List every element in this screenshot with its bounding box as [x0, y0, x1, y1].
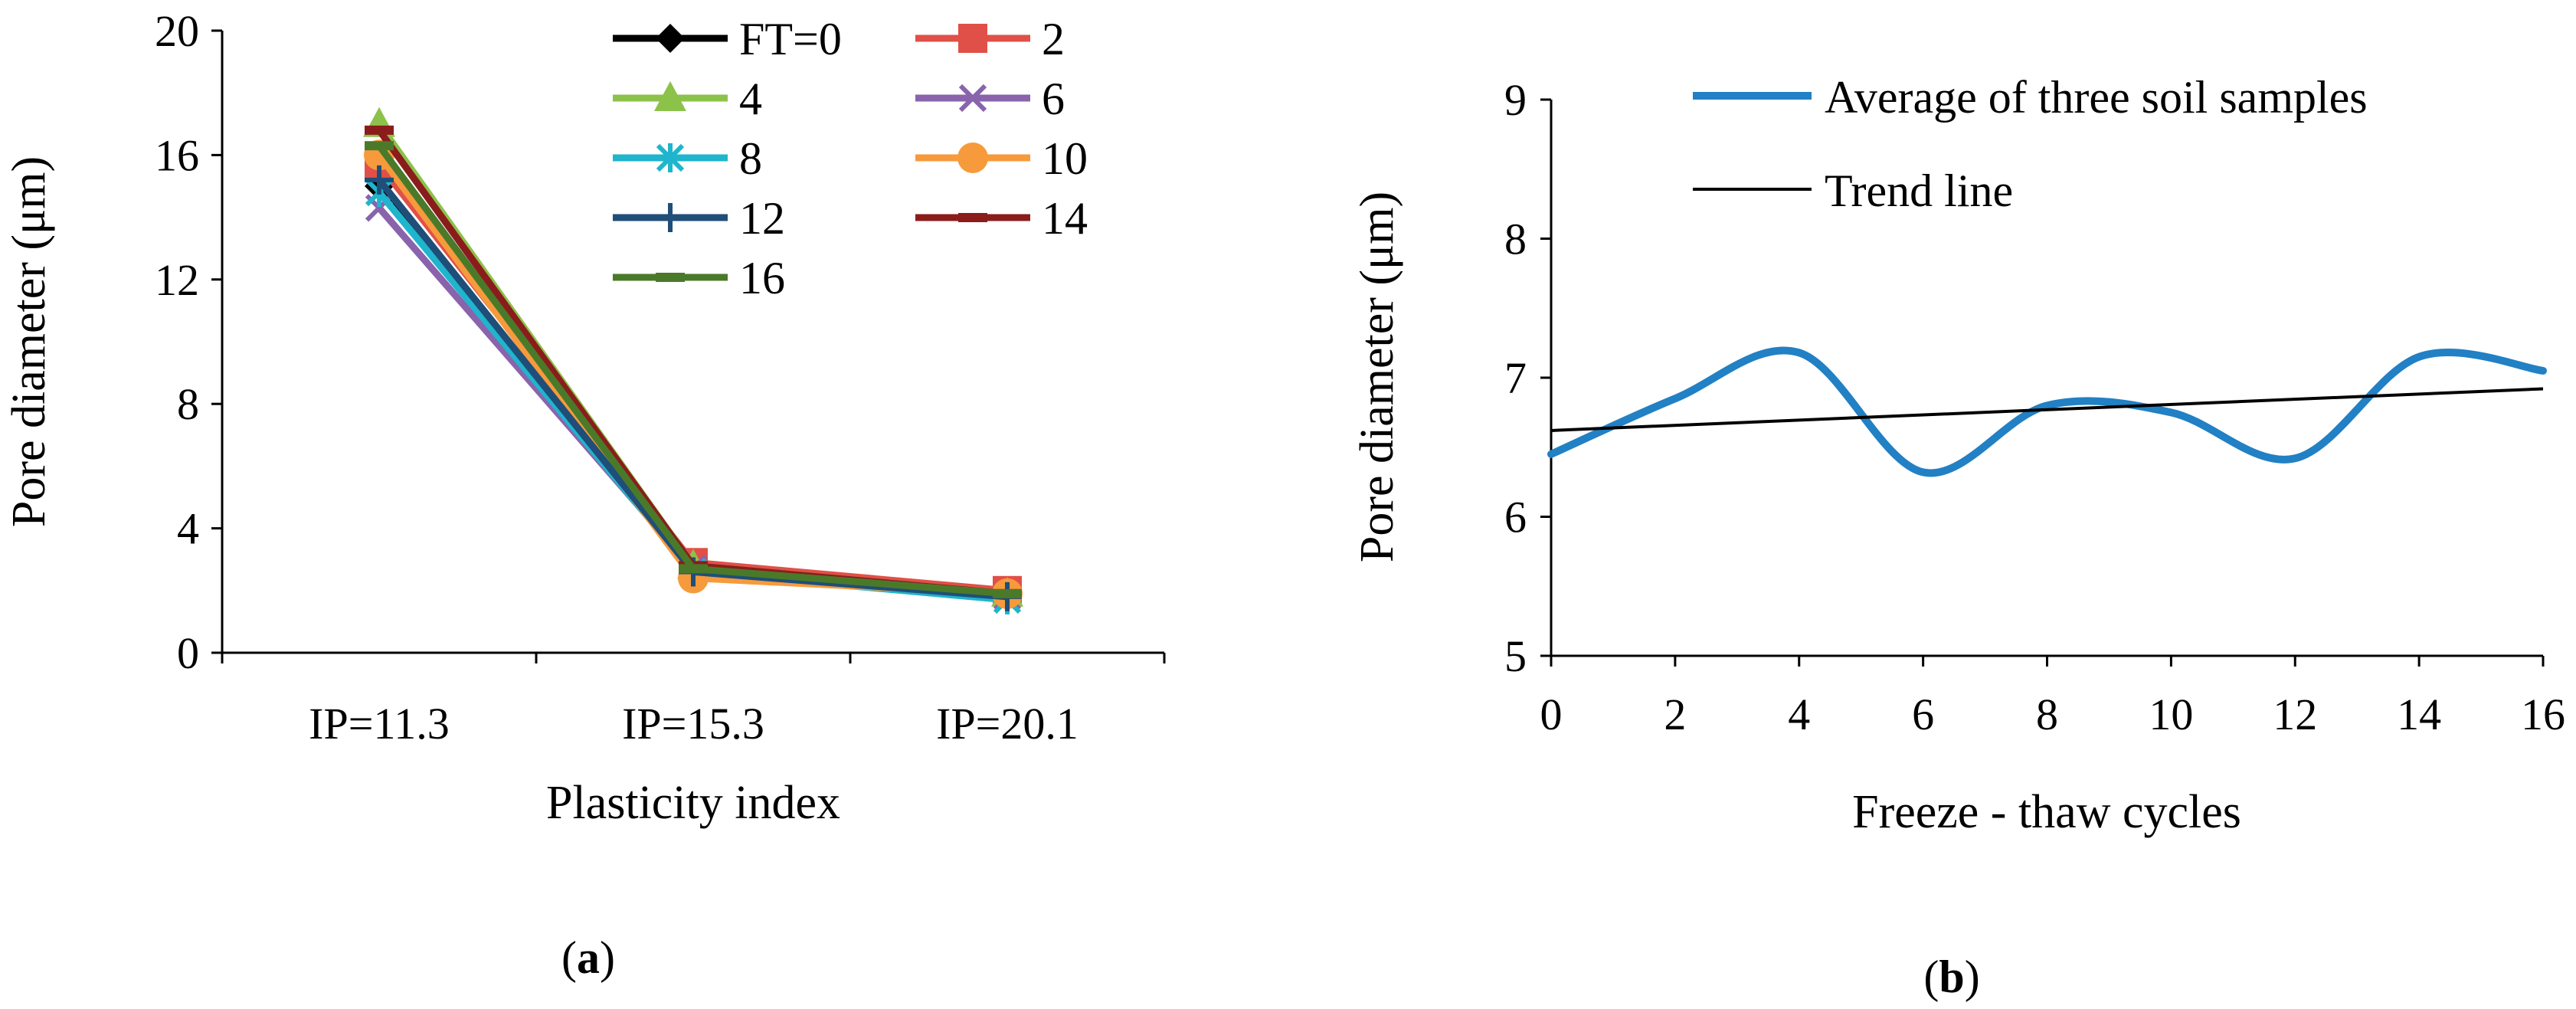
chart-b-y-tick-label: 9: [1504, 75, 1527, 125]
chart-a-legend-label: 4: [739, 74, 762, 124]
chart-b-y-tick-label: 6: [1504, 493, 1527, 542]
chart-b-x-tick-label: 0: [1540, 690, 1563, 739]
chart-a-data-point: [365, 165, 394, 195]
chart-a-legend-item: FT=0: [613, 14, 842, 64]
chart-a-legend-item: 16: [613, 253, 785, 303]
chart-a-legend-marker: [654, 81, 686, 111]
chart-b-series-average: [1547, 346, 2547, 477]
chart-a-legend-label: 14: [1042, 193, 1088, 244]
chart-a-legend-item: 2: [915, 14, 1065, 64]
chart-a-legend-label: 16: [739, 253, 785, 303]
chart-a-y-tick-label: 12: [155, 255, 199, 305]
chart-a-legend-label: 10: [1042, 133, 1088, 184]
chart-a-data-point: [679, 564, 708, 574]
chart-b-y-label: Pore diameter (μm): [1351, 192, 1403, 562]
chart-a-series-16: [365, 141, 1022, 598]
chart-a-y-tick-label: 4: [177, 504, 199, 554]
chart-b-x-tick-label: 6: [1912, 690, 1934, 739]
chart-a-data-point: [993, 588, 1022, 598]
chart-a-legend-marker: [656, 273, 685, 282]
chart-a-y-tick-label: 8: [177, 379, 199, 429]
chart-a-y-tick-label: 0: [177, 628, 199, 678]
chart-b-series-trend-line: [1550, 387, 2544, 432]
chart-b-x-tick-label: 4: [1788, 690, 1810, 739]
chart-a-x-tick-label: IP=20.1: [936, 699, 1079, 749]
chart-b-y-tick-label: 8: [1504, 215, 1527, 264]
chart-a-data-point: [365, 141, 394, 151]
chart-a-series-14: [365, 125, 1022, 598]
chart-a-legend-item: 6: [915, 74, 1065, 124]
chart-b-x-tick-label: 12: [2273, 690, 2317, 739]
chart-a-legend-item: 8: [613, 133, 762, 184]
chart-a-x-tick-label: IP=11.3: [309, 699, 450, 749]
chart-a-legend-marker: [958, 24, 987, 53]
chart-a-legend-item: 14: [915, 193, 1088, 244]
chart-b-x-tick-label: 2: [1664, 690, 1686, 739]
chart-b-x-tick-label: 14: [2397, 690, 2441, 739]
chart-a-legend-item: 4: [613, 74, 762, 124]
chart-a-series-line: [376, 162, 1008, 595]
chart-a-x-label: Plasticity index: [546, 777, 840, 829]
chart-a-legend-marker: [656, 203, 685, 232]
chart-a-x-tick-label: IP=15.3: [622, 699, 764, 749]
chart-a-legend-marker: [656, 143, 685, 172]
chart-a-series-line: [376, 178, 1008, 601]
chart-a-legend-marker: [656, 24, 685, 53]
chart-a-series-line: [376, 143, 1008, 598]
chart-a-legend-label: 6: [1042, 74, 1065, 124]
chart-a-y-tick-label: 20: [155, 6, 199, 56]
chart-b-x-tick-label: 16: [2521, 690, 2565, 739]
chart-a-legend-label: 12: [739, 193, 785, 244]
chart-a-legend-label: 8: [739, 133, 762, 184]
chart-a-legend-marker: [958, 84, 987, 113]
chart-a-legend-label: 2: [1042, 14, 1065, 64]
chart-b-legend-label: Trend line: [1825, 165, 2013, 216]
chart-a-series-line: [376, 122, 1008, 598]
chart-a-series-10: [364, 139, 1023, 609]
chart-a-series-line: [376, 184, 1008, 601]
chart-a-series-line: [376, 128, 1008, 598]
chart-a-series-4: [363, 106, 1023, 607]
chart-a-legend-item: 12: [613, 193, 785, 244]
chart-b-x-label: Freeze - thaw cycles: [1852, 786, 2241, 838]
chart-a-data-point: [365, 125, 394, 135]
chart-a-legend-marker: [957, 143, 988, 173]
chart-b-y-tick-label: 7: [1504, 353, 1527, 403]
chart-a-caption: (a): [561, 932, 615, 983]
chart-b-legend-label: Average of three soil samples: [1825, 72, 2368, 123]
chart-a-series-12: [365, 165, 1022, 611]
chart-a-y-tick-label: 16: [155, 130, 199, 180]
chart-b-x-tick-label: 8: [2036, 690, 2058, 739]
chart-a-legend-item: 10: [915, 133, 1088, 184]
chart-b: 5 6 7 8 9 0 2 4 6 8 10 12 14 16 Average of three soi…: [1351, 72, 2565, 1002]
chart-a: 0 4 8 12 16 20 IP=11.3 IP=15.3 IP=20.1 FT=0 2 4 6 8…: [3, 6, 1166, 983]
chart-b-caption: (b): [1923, 952, 1979, 1002]
chart-a-y-label: Pore diameter (μm): [3, 156, 55, 527]
chart-b-legend-item: Trend line: [1693, 165, 2013, 216]
chart-b-x-tick-label: 10: [2149, 690, 2193, 739]
chart-a-legend-marker: [958, 213, 987, 222]
chart-b-legend-item: Average of three soil samples: [1693, 72, 2368, 123]
chart-a-legend-label: FT=0: [739, 14, 842, 64]
chart-b-y-tick-label: 5: [1504, 631, 1527, 681]
